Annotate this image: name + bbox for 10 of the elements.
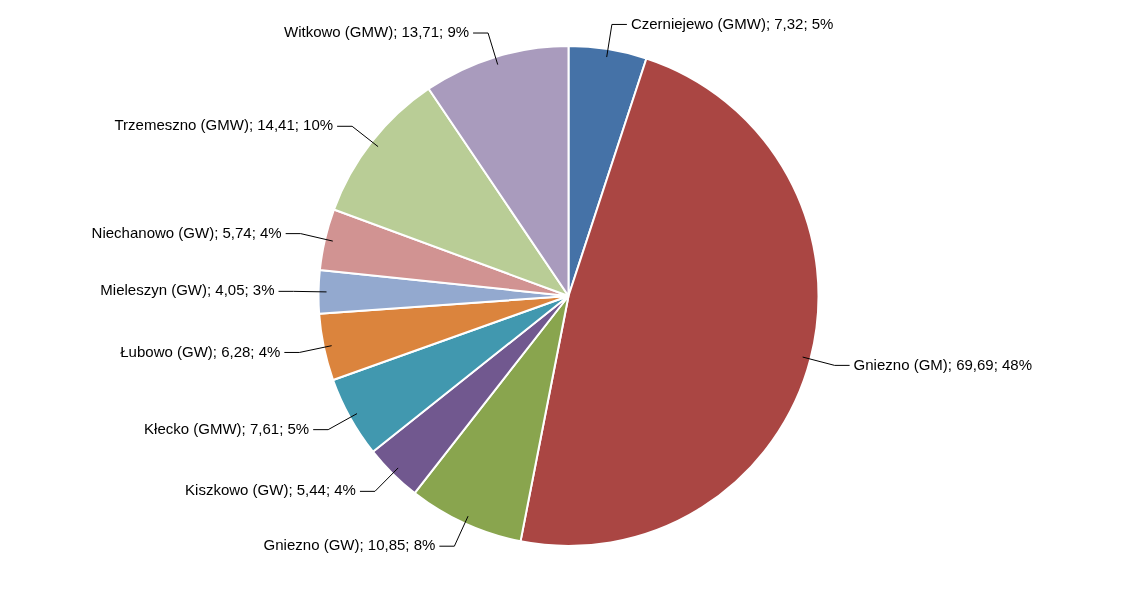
slice-label: Niechanowo (GW); 5,74; 4% bbox=[91, 223, 282, 241]
slice-label: Trzemeszno (GMW); 14,41; 10% bbox=[114, 116, 334, 134]
slice-label: Czerniejewo (GMW); 7,32; 5% bbox=[630, 14, 834, 32]
slice-label: Witkowo (GMW); 13,71; 9% bbox=[284, 23, 470, 41]
slice-label: Łubowo (GW); 6,28; 4% bbox=[120, 342, 281, 360]
slice-label: Kiszkowo (GW); 5,44; 4% bbox=[185, 481, 356, 499]
slice-label: Mieleszyn (GW); 4,05; 3% bbox=[100, 281, 275, 299]
slice-label: Kłecko (GMW); 7,61; 5% bbox=[144, 419, 310, 437]
slice-label: Gniezno (GM); 69,69; 48% bbox=[853, 355, 1033, 373]
slice-label: Gniezno (GW); 10,85; 8% bbox=[263, 536, 436, 554]
